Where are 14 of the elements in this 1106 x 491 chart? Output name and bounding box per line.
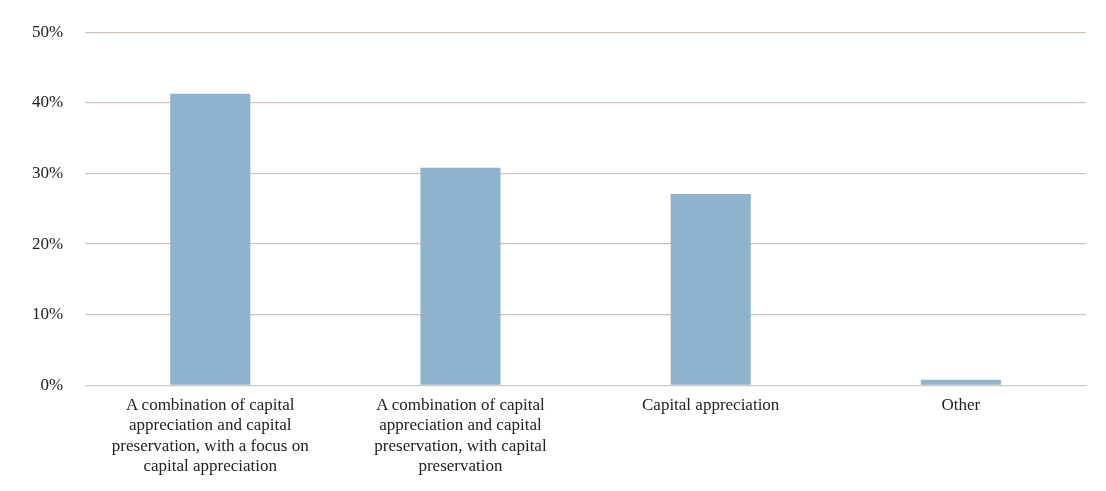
x-tick-label: A combination of capital appreciation and capital preservation, with a focus on capital appreciation: [111, 395, 310, 476]
bar: [170, 93, 251, 385]
y-tick-label: 50%: [31, 21, 64, 41]
x-tick-label: Other: [941, 395, 981, 415]
y-tick-label: 10%: [31, 304, 64, 324]
bar: [670, 193, 751, 385]
x-tick-label: A combination of capital appreciation and capital preservation, with capital preservation: [374, 395, 547, 476]
y-tick-label: 30%: [31, 162, 64, 182]
y-tick-label: 0%: [40, 374, 64, 394]
bar: [420, 167, 501, 385]
y-tick-label: 40%: [31, 92, 64, 112]
bar: [920, 379, 1001, 385]
y-tick-label: 20%: [31, 233, 64, 253]
x-tick-label: Capital appreciation: [642, 395, 780, 415]
